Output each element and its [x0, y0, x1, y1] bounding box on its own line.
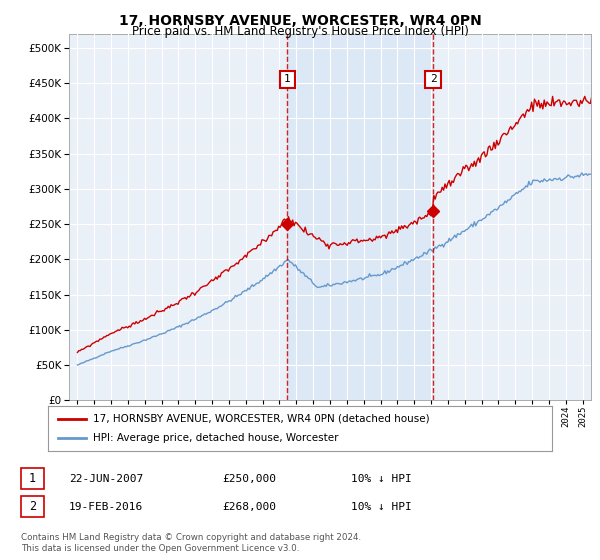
Text: 2: 2	[29, 500, 36, 514]
Text: Price paid vs. HM Land Registry's House Price Index (HPI): Price paid vs. HM Land Registry's House …	[131, 25, 469, 38]
Text: Contains HM Land Registry data © Crown copyright and database right 2024.
This d: Contains HM Land Registry data © Crown c…	[21, 533, 361, 553]
Text: 17, HORNSBY AVENUE, WORCESTER, WR4 0PN: 17, HORNSBY AVENUE, WORCESTER, WR4 0PN	[119, 14, 481, 28]
Text: 17, HORNSBY AVENUE, WORCESTER, WR4 0PN (detached house): 17, HORNSBY AVENUE, WORCESTER, WR4 0PN (…	[94, 413, 430, 423]
FancyBboxPatch shape	[425, 71, 440, 88]
Text: 1: 1	[284, 74, 291, 85]
Text: HPI: Average price, detached house, Worcester: HPI: Average price, detached house, Worc…	[94, 433, 339, 444]
Text: £250,000: £250,000	[222, 474, 276, 484]
Text: 10% ↓ HPI: 10% ↓ HPI	[351, 474, 412, 484]
Text: 10% ↓ HPI: 10% ↓ HPI	[351, 502, 412, 512]
Text: 22-JUN-2007: 22-JUN-2007	[69, 474, 143, 484]
Text: £268,000: £268,000	[222, 502, 276, 512]
FancyBboxPatch shape	[280, 71, 295, 88]
Text: 1: 1	[29, 472, 36, 486]
Bar	[287, 34, 433, 400]
Text: 2: 2	[430, 74, 436, 85]
Text: 19-FEB-2016: 19-FEB-2016	[69, 502, 143, 512]
